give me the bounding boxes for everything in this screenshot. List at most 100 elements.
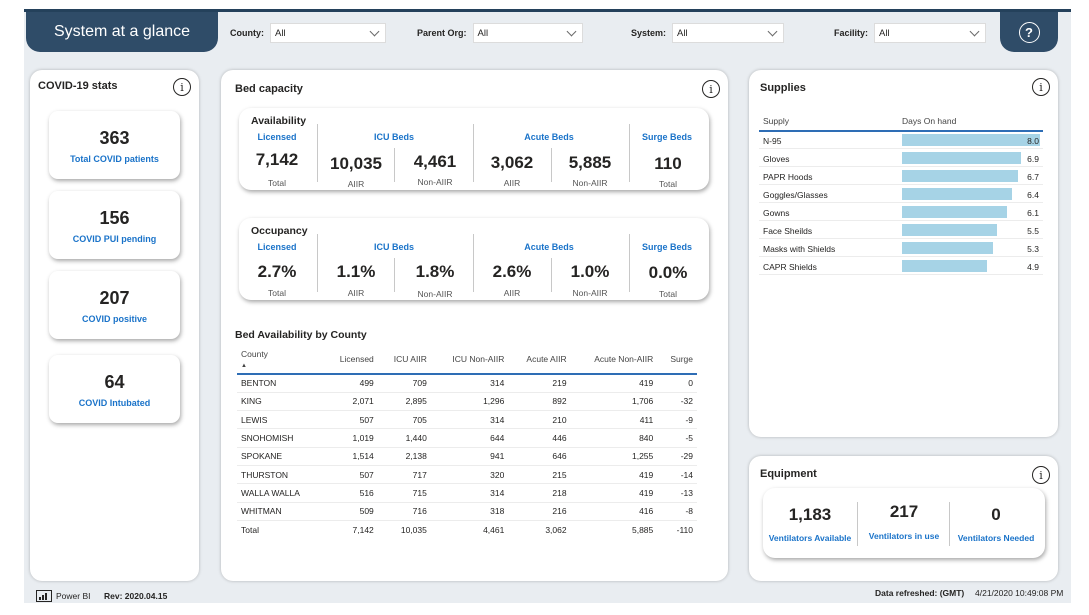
table-cell: 646 [508,447,571,466]
supply-name: N-95 [763,136,782,146]
column-header-county[interactable]: County ▲ [237,346,324,375]
powerbi-logo-icon [36,590,52,602]
table-cell: 314 [430,374,509,393]
days-on-hand-bar [902,134,1040,146]
chevron-down-icon [767,26,778,36]
table-cell: 318 [430,502,509,521]
powerbi-badge[interactable]: Power BI [36,590,91,602]
table-cell: 516 [323,483,378,503]
column-header-icu-aiir[interactable]: ICU AIIR [377,346,431,375]
column-header-surge[interactable]: Surge [657,346,697,375]
table-cell: -5 [657,428,697,448]
days-on-hand-value: 5.5 [1027,226,1039,236]
column-header-acute-non-aiir[interactable]: Acute Non-AIIR [570,346,658,375]
group-surge-beds: Surge Beds [641,242,692,252]
county-dropdown[interactable]: All [270,23,386,43]
table-cell: SNOHOMISH [237,428,324,448]
kpi-covid-pui-pending[interactable]: 156 COVID PUI pending [49,191,180,259]
table-row[interactable]: WHITMAN 509 716 318 216 416 -8 [237,502,697,521]
supply-row[interactable]: N-95 8.0 [759,132,1043,149]
days-on-hand-value: 8.0 [1027,136,1039,146]
sub-label: AIIR [347,179,365,189]
system-dropdown[interactable]: All [672,23,785,43]
kpi-label: COVID Intubated [78,398,151,408]
kpi-value: 207 [99,288,130,308]
table-cell: 1,019 [323,428,378,448]
acute-aiir-value: 3,062 [490,153,534,172]
table-cell: 411 [570,410,658,430]
table-row[interactable]: SPOKANE 1,514 2,138 941 646 1,255 -29 [237,447,697,466]
table-row[interactable]: KING 2,071 2,895 1,296 892 1,706 -32 [237,392,697,412]
facility-dropdown-value: All [879,27,890,39]
table-row[interactable]: WALLA WALLA 516 715 314 218 419 -13 [237,483,697,503]
group-icu-beds: ICU Beds [373,132,414,142]
ventilators-available[interactable]: 1,183 Ventilators Available [763,488,857,543]
page-title-text: System at a glance [53,23,191,40]
filter-parent-org-label: Parent Org: [417,28,467,38]
kpi-value: 363 [99,128,130,148]
table-row[interactable]: LEWIS 507 705 314 210 411 -9 [237,410,697,430]
table-cell: 1,440 [377,428,431,448]
kpi-total-covid-patients[interactable]: 363 Total COVID patients [49,111,180,179]
licensed-occupancy-value: 2.7% [257,262,297,281]
parent-org-dropdown[interactable]: All [472,23,583,43]
supply-row[interactable]: Masks with Shields 5.3 [759,240,1043,257]
help-button[interactable]: ? [1000,12,1058,52]
table-cell: 4,461 [483,524,505,535]
days-on-hand-value: 5.3 [1027,244,1039,254]
supply-row[interactable]: Gowns 6.1 [759,204,1043,221]
column-header-acute-aiir[interactable]: Acute AIIR [508,346,571,375]
table-cell: 216 [508,502,571,521]
parent-org-dropdown-value: All [477,27,489,39]
group-licensed: Licensed [257,132,297,142]
table-row[interactable]: SNOHOMISH 1,019 1,440 644 446 840 -5 [237,428,697,448]
kpi-value: 64 [104,372,125,392]
column-header-licensed[interactable]: Licensed [323,346,378,375]
table-cell: 210 [508,410,571,430]
kpi-label: COVID PUI pending [72,234,157,244]
ventilators-in-use-value: 217 [889,502,919,521]
column-header-days-on-hand[interactable]: Days On hand [902,116,957,126]
supply-name: CAPR Shields [763,262,817,272]
column-header-supply[interactable]: Supply [763,116,789,126]
supply-name: Gloves [763,154,790,164]
table-cell: -14 [657,465,697,485]
supply-name: Masks with Shields [763,244,836,254]
supply-row[interactable]: PAPR Hoods 6.7 [759,168,1043,185]
table-cell: 419 [570,374,658,393]
supply-row[interactable]: Gloves 6.9 [759,150,1043,167]
surge-occupancy-value: 0.0% [648,263,688,282]
ventilators-needed-label: Ventilators Needed [957,533,1035,543]
info-icon[interactable]: i [1032,78,1050,96]
table-cell: SPOKANE [237,447,324,466]
county-table: County ▲ Licensed ICU AIIR ICU Non-AIIR A… [237,346,697,539]
divider [857,502,858,546]
ventilators-in-use[interactable]: 217 Ventilators in use [857,488,951,541]
info-icon[interactable]: i [173,78,191,96]
ventilators-needed-value: 0 [991,505,1001,524]
days-on-hand-bar [902,224,997,236]
kpi-covid-positive[interactable]: 207 COVID positive [49,271,180,339]
ventilators-needed[interactable]: 0 Ventilators Needed [949,488,1043,543]
bed-capacity-panel: Bed capacity i Availability Licensed ICU… [221,70,728,581]
column-header-icu-non-aiir[interactable]: ICU Non-AIIR [430,346,509,375]
table-row[interactable]: BENTON 499 709 314 219 419 0 [237,374,697,393]
table-cell: 499 [323,374,378,393]
supply-row[interactable]: CAPR Shields 4.9 [759,258,1043,275]
kpi-covid-intubated[interactable]: 64 COVID Intubated [49,355,180,423]
divider [394,148,395,182]
filter-facility: Facility: All [834,22,987,44]
equipment-panel: Equipment i 1,183 Ventilators Available … [749,456,1058,581]
ventilators-card: 1,183 Ventilators Available 217 Ventilat… [763,488,1045,558]
info-icon[interactable]: i [1032,466,1050,484]
equipment-title: Equipment [760,468,817,480]
supply-row[interactable]: Goggles/Glasses 6.4 [759,186,1043,203]
group-surge-beds: Surge Beds [641,132,692,142]
table-row[interactable]: THURSTON 507 717 320 215 419 -14 [237,465,697,485]
facility-dropdown[interactable]: All [874,23,987,43]
table-total-row: Total 7,142 10,035 4,461 3,062 5,885 -110 [237,520,697,538]
table-cell: -8 [657,502,697,521]
info-icon[interactable]: i [702,80,720,98]
supply-row[interactable]: Face Sheilds 5.5 [759,222,1043,239]
acute-non-aiir-occupancy-value: 1.0% [570,262,610,281]
